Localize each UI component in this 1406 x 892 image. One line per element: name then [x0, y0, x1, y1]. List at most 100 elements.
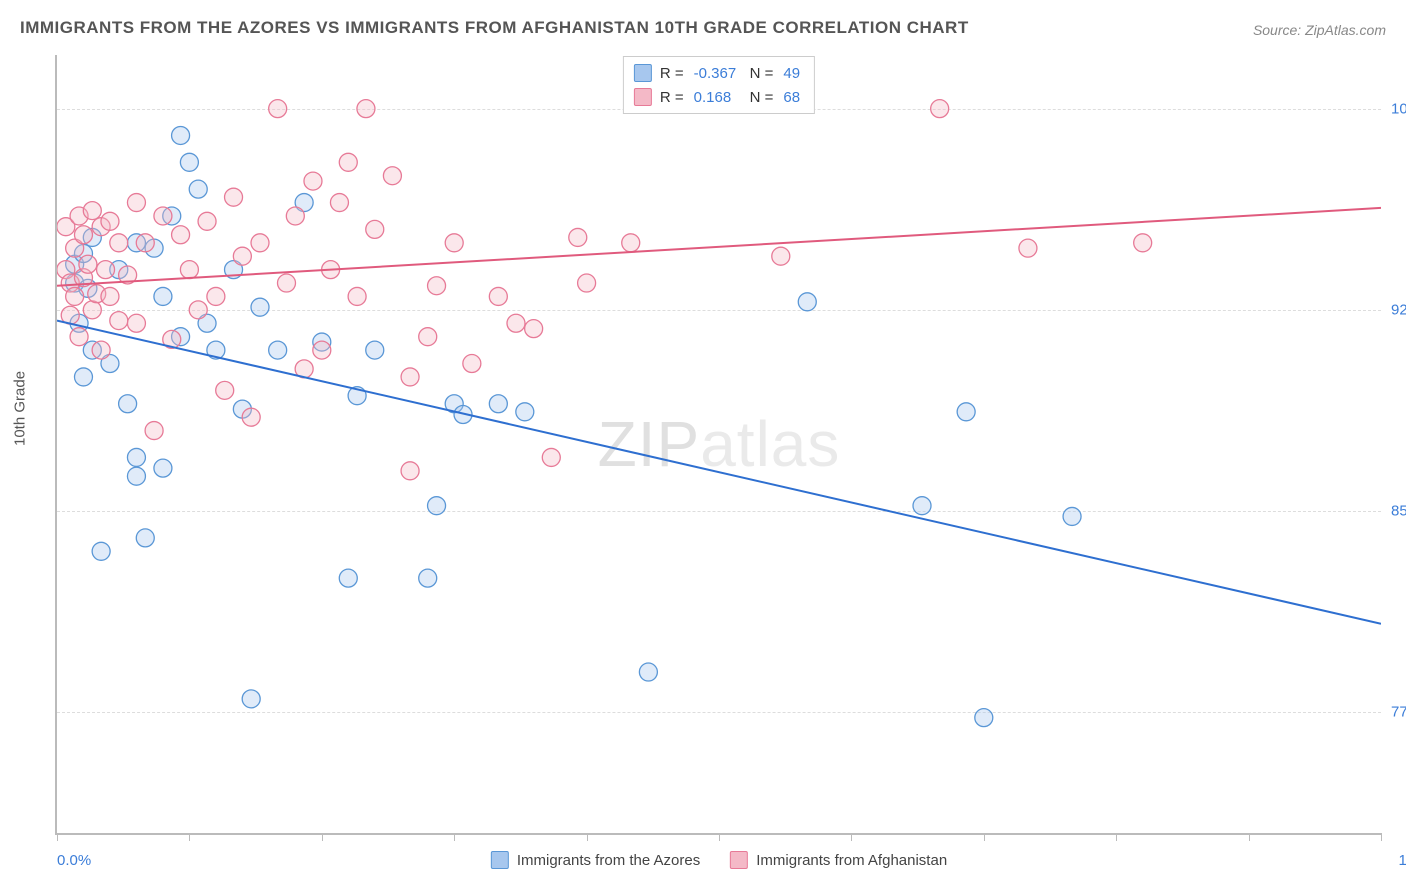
data-point — [189, 301, 207, 319]
data-point — [251, 298, 269, 316]
data-point — [145, 422, 163, 440]
legend-swatch — [634, 64, 652, 82]
data-point — [127, 448, 145, 466]
legend-swatch — [634, 88, 652, 106]
x-tick — [1249, 833, 1250, 841]
data-point — [428, 497, 446, 515]
data-point — [242, 690, 260, 708]
data-point — [92, 542, 110, 560]
data-point — [242, 408, 260, 426]
legend-row: R = 0.168 N = 68 — [634, 85, 800, 109]
data-point — [366, 341, 384, 359]
data-point — [542, 448, 560, 466]
data-point — [79, 255, 97, 273]
data-point — [172, 226, 190, 244]
data-point — [83, 301, 101, 319]
data-point — [101, 287, 119, 305]
data-point — [489, 395, 507, 413]
data-point — [154, 459, 172, 477]
legend-n-label: N = — [750, 89, 774, 106]
legend-top: R = -0.367 N = 49 R = 0.168 N = 68 — [623, 56, 815, 114]
x-tick — [454, 833, 455, 841]
x-tick — [57, 833, 58, 841]
data-point — [798, 293, 816, 311]
data-point — [419, 328, 437, 346]
data-point — [74, 226, 92, 244]
x-tick — [189, 833, 190, 841]
y-tick-label: 85.0% — [1391, 503, 1406, 520]
data-point — [92, 341, 110, 359]
data-point — [127, 467, 145, 485]
data-point — [578, 274, 596, 292]
legend-r-value: 0.168 — [694, 89, 742, 106]
x-tick — [851, 833, 852, 841]
data-point — [931, 100, 949, 118]
data-point — [66, 287, 84, 305]
data-point — [269, 341, 287, 359]
source-label: Source: ZipAtlas.com — [1253, 22, 1386, 38]
plot-svg — [57, 55, 1381, 833]
legend-r-value: -0.367 — [694, 65, 742, 82]
x-tick — [587, 833, 588, 841]
legend-bottom-item: Immigrants from the Azores — [491, 851, 700, 869]
data-point — [127, 194, 145, 212]
x-tick — [1381, 833, 1382, 841]
data-point — [419, 569, 437, 587]
data-point — [339, 569, 357, 587]
data-point — [110, 312, 128, 330]
data-point — [463, 355, 481, 373]
data-point — [136, 234, 154, 252]
chart-title: IMMIGRANTS FROM THE AZORES VS IMMIGRANTS… — [20, 18, 969, 38]
x-tick — [719, 833, 720, 841]
data-point — [119, 395, 137, 413]
data-point — [225, 188, 243, 206]
data-point — [154, 207, 172, 225]
data-point — [445, 234, 463, 252]
data-point — [1063, 507, 1081, 525]
data-point — [525, 320, 543, 338]
x-tick — [322, 833, 323, 841]
data-point — [189, 180, 207, 198]
x-axis-label-min: 0.0% — [57, 852, 91, 869]
data-point — [110, 234, 128, 252]
data-point — [569, 228, 587, 246]
data-point — [216, 381, 234, 399]
data-point — [507, 314, 525, 332]
data-point — [383, 167, 401, 185]
x-axis-label-max: 15.0% — [1398, 852, 1406, 869]
data-point — [172, 126, 190, 144]
legend-n-value: 49 — [783, 65, 800, 82]
data-point — [277, 274, 295, 292]
legend-r-label: R = — [660, 89, 684, 106]
data-point — [401, 368, 419, 386]
data-point — [154, 287, 172, 305]
data-point — [957, 403, 975, 421]
legend-swatch — [491, 851, 509, 869]
legend-n-label: N = — [750, 65, 774, 82]
data-point — [401, 462, 419, 480]
data-point — [428, 277, 446, 295]
data-point — [489, 287, 507, 305]
x-tick — [984, 833, 985, 841]
data-point — [330, 194, 348, 212]
data-point — [269, 100, 287, 118]
y-tick-label: 77.5% — [1391, 704, 1406, 721]
data-point — [339, 153, 357, 171]
data-point — [975, 709, 993, 727]
data-point — [70, 328, 88, 346]
data-point — [516, 403, 534, 421]
legend-swatch — [730, 851, 748, 869]
data-point — [180, 261, 198, 279]
data-point — [207, 287, 225, 305]
data-point — [97, 261, 115, 279]
data-point — [366, 220, 384, 238]
data-point — [180, 153, 198, 171]
data-point — [83, 202, 101, 220]
legend-r-label: R = — [660, 65, 684, 82]
data-point — [357, 100, 375, 118]
data-point — [251, 234, 269, 252]
y-axis-title: 10th Grade — [12, 371, 29, 446]
y-tick-label: 92.5% — [1391, 301, 1406, 318]
data-point — [1134, 234, 1152, 252]
legend-n-value: 68 — [783, 89, 800, 106]
